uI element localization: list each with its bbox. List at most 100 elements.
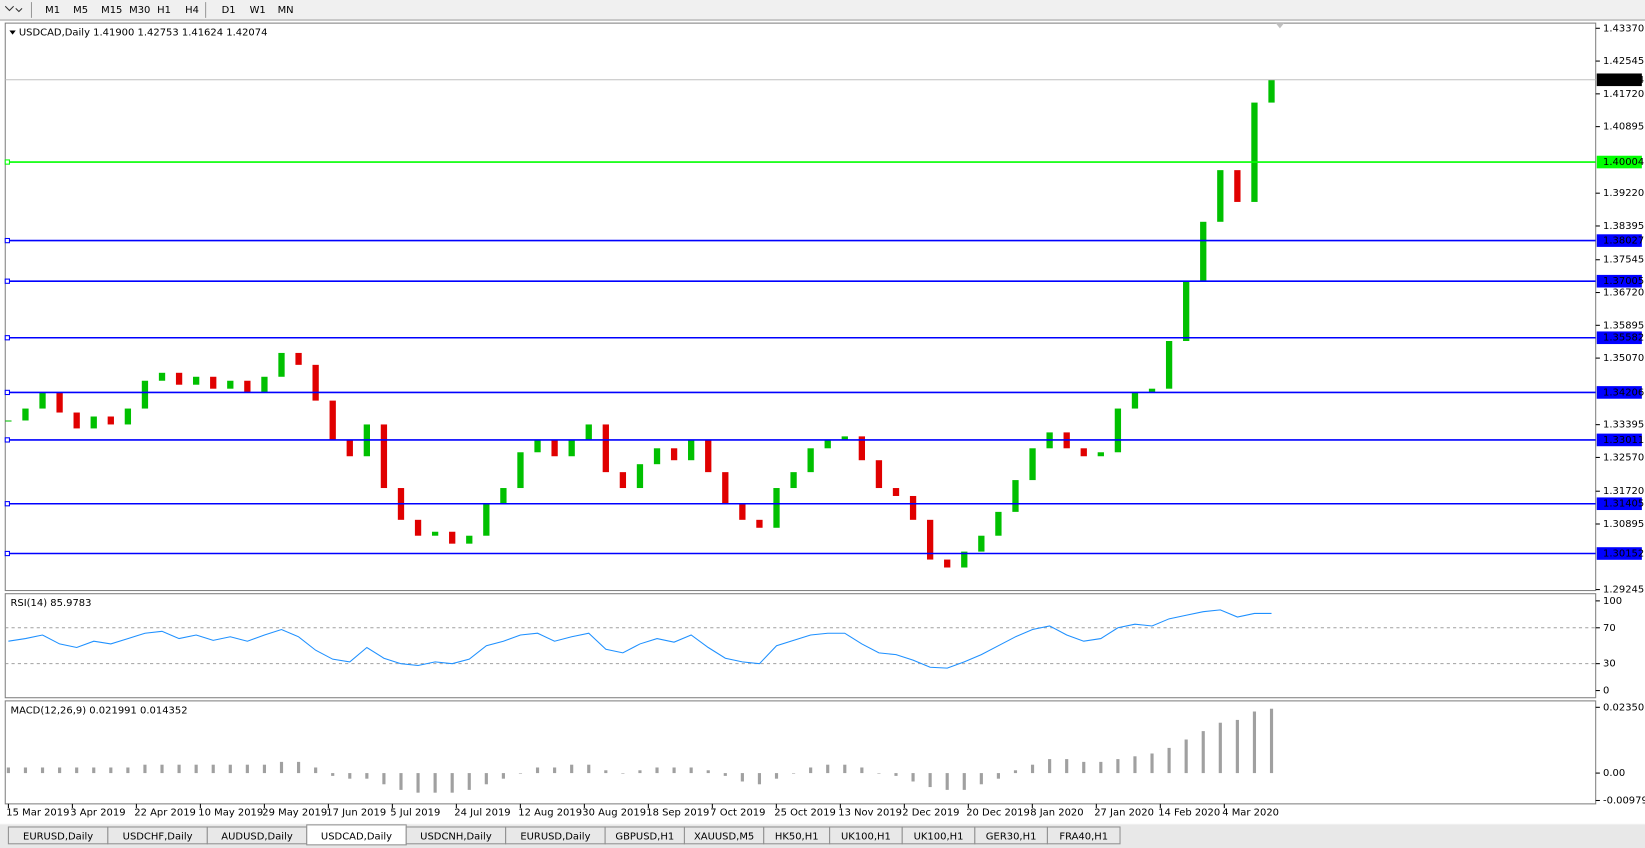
macd-bar [40, 767, 45, 774]
macd-bar [1013, 770, 1018, 774]
y-tick-label: 100 [1603, 596, 1622, 607]
level-handle[interactable] [4, 159, 10, 165]
tab-label[interactable]: UK100,H1 [914, 831, 964, 842]
level-handle[interactable] [4, 550, 10, 557]
candle [841, 436, 848, 441]
candle [1131, 392, 1139, 409]
x-tick-label: 5 Jul 2019 [390, 807, 440, 818]
candle [1183, 281, 1190, 342]
macd-bar [331, 773, 335, 776]
macd-bar [92, 767, 96, 774]
macd-signal: 0.014352 [140, 705, 188, 716]
macd-bar [365, 773, 369, 779]
timeframe-button[interactable]: D1 [222, 5, 236, 16]
macd-bar [826, 764, 830, 774]
tab[interactable] [1046, 826, 1121, 845]
macd-bar [177, 764, 181, 774]
tab-label[interactable]: USDCHF,Daily [123, 831, 193, 842]
x-tick-label: 27 Jan 2020 [1094, 807, 1154, 818]
timeframe-button[interactable]: W1 [250, 5, 266, 16]
candle [158, 372, 166, 381]
level-handle[interactable] [4, 278, 10, 284]
macd-bar [348, 773, 352, 779]
tab-label[interactable]: XAUUSD,M5 [694, 831, 754, 842]
tab-label[interactable]: EURUSD,Daily [520, 831, 590, 842]
candle [90, 416, 97, 429]
symbol: USDCAD,Daily [19, 28, 90, 39]
tab-label[interactable]: GBPUSD,H1 [615, 831, 674, 842]
macd-bar [416, 773, 420, 793]
header-arrow[interactable] [9, 30, 16, 35]
macd-bar [262, 764, 267, 774]
macd-bar [211, 764, 215, 774]
x-tick-label: 8 Jan 2020 [1030, 807, 1083, 818]
macd-bar [433, 773, 437, 793]
price-header: USDCAD,Daily 1.41900 1.42753 1.41624 1.4… [19, 28, 268, 39]
level-handle[interactable] [4, 335, 10, 341]
candle [807, 448, 814, 473]
x-tick-label: 17 Jun 2019 [326, 807, 386, 818]
candle [1114, 408, 1122, 453]
candle [534, 440, 541, 453]
candle [73, 412, 80, 429]
timeframe-button[interactable]: M1 [45, 5, 60, 16]
high: 1.42753 [138, 28, 179, 39]
tab-label[interactable]: HK50,H1 [775, 831, 819, 842]
tab-label[interactable]: FRA40,H1 [1059, 831, 1108, 842]
macd-bar [723, 773, 727, 776]
y-tick-label: 1.32570 [1603, 452, 1644, 463]
level-handle[interactable] [4, 237, 10, 244]
macd-bar [877, 773, 881, 774]
x-tick-label: 20 Dec 2019 [966, 807, 1030, 818]
toolbar-icon[interactable] [4, 5, 23, 13]
toolbar [0, 0, 1645, 20]
y-tick-label: 1.37545 [1603, 255, 1644, 266]
candle [978, 535, 985, 552]
x-tick-label: 10 May 2019 [198, 807, 263, 818]
rsi-last: 85.9783 [50, 598, 91, 609]
macd-main: 0.021991 [89, 705, 137, 716]
macd-name: MACD(12,26,9) [10, 705, 86, 716]
tabs: EURUSD,Daily USDCHF,Daily AUDUSD,Daily USDC… [7, 824, 1121, 846]
macd-bar [1252, 711, 1257, 774]
y-tick-label: 0.023505 [1603, 702, 1645, 713]
candle [1148, 388, 1156, 393]
timeframe-button[interactable]: H1 [157, 5, 171, 16]
y-tick-label: 1.35895 [1603, 320, 1644, 331]
timeframe-button[interactable]: M15 [101, 5, 122, 16]
tab-label[interactable]: AUDUSD,Daily [221, 831, 293, 842]
level-handle[interactable] [4, 437, 10, 443]
timeframe-button[interactable]: MN [278, 5, 294, 16]
macd-bar [126, 767, 130, 774]
candle [483, 503, 490, 536]
candle [1251, 102, 1258, 202]
x-tick-label: 30 Aug 2019 [582, 807, 646, 818]
macd-bar [58, 767, 62, 774]
y-tick-label: 1.29245 [1603, 585, 1644, 596]
x-tick-label: 13 Nov 2019 [838, 807, 902, 818]
level-handle[interactable] [4, 501, 10, 507]
macd-bar [1099, 761, 1103, 774]
macd-bar [228, 764, 232, 774]
x-tick-label: 4 Mar 2020 [1222, 807, 1279, 818]
timeframe-button[interactable]: H4 [185, 5, 199, 16]
candle [107, 416, 114, 425]
y-tick-label: 1.42545 [1603, 56, 1644, 67]
macd-bar [553, 767, 557, 774]
timeframe-button[interactable]: M30 [129, 5, 150, 16]
tab-label[interactable]: UK100,H1 [841, 831, 891, 842]
candle [329, 400, 336, 441]
tab-label[interactable]: USDCAD,Daily [321, 831, 392, 842]
level-handle[interactable] [4, 389, 10, 396]
level-label-box [1596, 274, 1642, 288]
macd-bar [945, 773, 949, 790]
candle [431, 531, 439, 536]
macd-bar [757, 773, 762, 785]
tab-label[interactable]: EURUSD,Daily [23, 831, 93, 842]
tab-label[interactable]: USDCNH,Daily [420, 831, 492, 842]
timeframe-button[interactable]: M5 [73, 5, 88, 16]
candle [1012, 480, 1019, 512]
shift-marker [1275, 23, 1285, 29]
tab-label[interactable]: GER30,H1 [986, 831, 1037, 842]
macd-bar [245, 764, 249, 774]
